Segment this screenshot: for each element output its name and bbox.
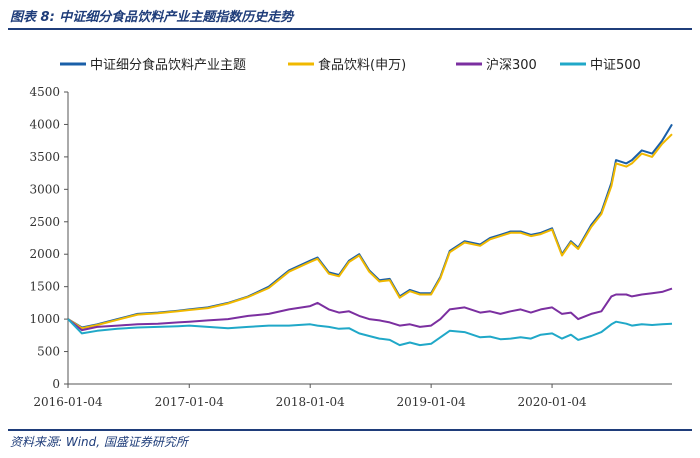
x-tick-label: 2018-01-04	[276, 395, 346, 409]
y-tick-label: 4500	[29, 85, 60, 99]
series-line-3	[67, 287, 673, 332]
legend: 中证细分食品饮料产业主题 食品饮料(申万) 沪深300 中证500	[60, 57, 641, 73]
y-tick-label: 2500	[29, 215, 60, 229]
x-tick-label: 2019-01-04	[397, 395, 467, 409]
x-tick-label: 2016-01-04	[33, 395, 103, 409]
x-tick-label: 2020-01-04	[517, 395, 587, 409]
series-line-2	[67, 133, 673, 330]
title-rule	[8, 28, 692, 30]
y-tick-label: 1000	[29, 312, 60, 326]
y-tick-label: 3000	[29, 182, 60, 196]
chart-axes: 0 500 1000 1500 2000 2500 3000 3500 4000 4500 2016…	[29, 85, 672, 409]
legend-label-4: 中证500	[590, 58, 641, 73]
series-line-4	[67, 318, 673, 347]
y-tick-label: 1500	[29, 280, 60, 294]
legend-label-1: 中证细分食品饮料产业主题	[90, 57, 246, 73]
series-line-1	[67, 123, 673, 329]
source-rule	[8, 429, 692, 431]
y-tick-label: 0	[52, 377, 60, 391]
y-tick-label: 4000	[29, 117, 60, 131]
source-note: 资料来源: Wind, 国盛证券研究所	[10, 435, 188, 449]
x-tick-label: 2017-01-04	[155, 395, 225, 409]
legend-label-2: 食品饮料(申万)	[318, 57, 406, 73]
y-tick-label: 3500	[29, 150, 60, 164]
chart-series	[67, 123, 673, 347]
y-tick-label: 2000	[29, 247, 60, 261]
line-chart: 中证细分食品饮料产业主题 食品饮料(申万) 沪深300 中证500 0 500 1000 1…	[29, 57, 673, 409]
figure-title: 图表 8: 中证细分食品饮料产业主题指数历史走势	[10, 10, 294, 25]
legend-label-3: 沪深300	[486, 57, 537, 73]
y-tick-label: 500	[37, 345, 60, 359]
